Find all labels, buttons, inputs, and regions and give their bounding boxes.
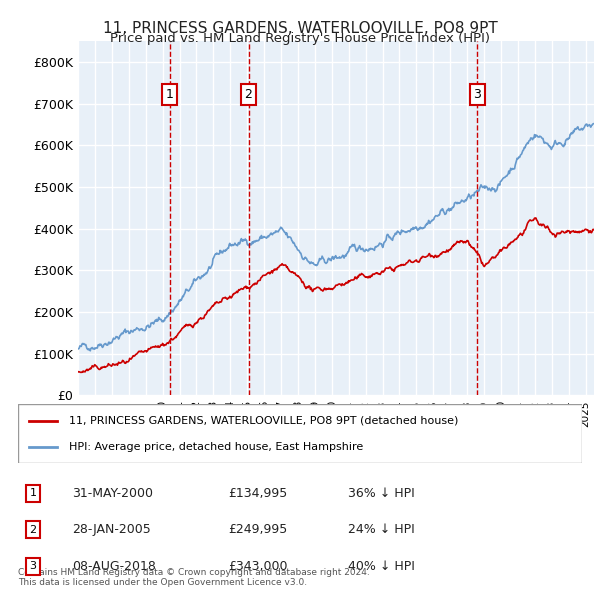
Text: £343,000: £343,000 [228, 560, 287, 573]
Text: £134,995: £134,995 [228, 487, 287, 500]
Text: £249,995: £249,995 [228, 523, 287, 536]
FancyBboxPatch shape [18, 404, 582, 463]
Text: 3: 3 [473, 88, 481, 101]
Text: 40% ↓ HPI: 40% ↓ HPI [348, 560, 415, 573]
Text: 28-JAN-2005: 28-JAN-2005 [72, 523, 151, 536]
Text: HPI: Average price, detached house, East Hampshire: HPI: Average price, detached house, East… [69, 442, 363, 451]
Text: 3: 3 [29, 562, 37, 571]
Text: Contains HM Land Registry data © Crown copyright and database right 2024.
This d: Contains HM Land Registry data © Crown c… [18, 568, 370, 587]
Text: Price paid vs. HM Land Registry's House Price Index (HPI): Price paid vs. HM Land Registry's House … [110, 32, 490, 45]
Text: 1: 1 [29, 489, 37, 498]
Text: 2: 2 [245, 88, 253, 101]
Text: 11, PRINCESS GARDENS, WATERLOOVILLE, PO8 9PT (detached house): 11, PRINCESS GARDENS, WATERLOOVILLE, PO8… [69, 416, 458, 425]
Text: 36% ↓ HPI: 36% ↓ HPI [348, 487, 415, 500]
Text: 08-AUG-2018: 08-AUG-2018 [72, 560, 156, 573]
Text: 11, PRINCESS GARDENS, WATERLOOVILLE, PO8 9PT: 11, PRINCESS GARDENS, WATERLOOVILLE, PO8… [103, 21, 497, 35]
Text: 2: 2 [29, 525, 37, 535]
Text: 24% ↓ HPI: 24% ↓ HPI [348, 523, 415, 536]
Text: 1: 1 [166, 88, 173, 101]
Text: 31-MAY-2000: 31-MAY-2000 [72, 487, 153, 500]
